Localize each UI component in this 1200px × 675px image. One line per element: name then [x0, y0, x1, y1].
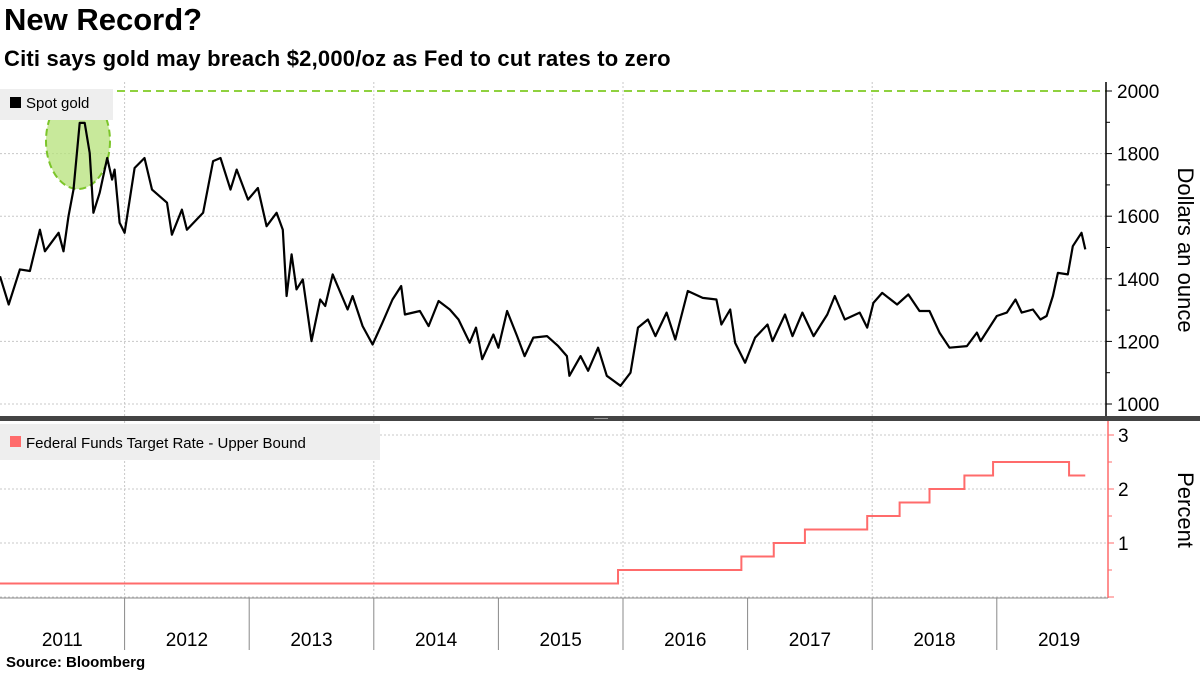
x-tick-label: 2017: [789, 630, 831, 651]
gridlines: [0, 82, 1106, 598]
y-tick-label: 1800: [1117, 145, 1159, 166]
y-tick-label: 3: [1118, 426, 1129, 447]
legend-fed-swatch: [10, 436, 21, 447]
x-tick-label: 2012: [166, 630, 208, 651]
x-axis: 2011 2012 2013 2014 2015 2016 2017 2018 2019: [0, 597, 1108, 651]
y-tick-label: 1400: [1117, 270, 1159, 291]
x-tick-label: 2013: [290, 630, 332, 651]
legend-fed: [0, 424, 380, 460]
x-tick-label: 2016: [664, 630, 706, 651]
y-axis-gold: 1000 1200 1400 1600 1800 2000: [1105, 82, 1159, 416]
y-tick-label: 1: [1118, 534, 1129, 555]
chart-title: New Record?: [4, 2, 203, 37]
y-tick-label: 1000: [1117, 395, 1159, 416]
y-axis-title-gold: Dollars an ounce: [1173, 167, 1198, 332]
legend-fed-label: Federal Funds Target Rate - Upper Bound: [26, 435, 306, 452]
fed-rate-points: [0, 462, 1085, 584]
legend-gold-swatch: [10, 97, 21, 108]
legend-gold-label: Spot gold: [26, 95, 89, 112]
x-tick-label: 2014: [415, 630, 458, 651]
x-tick-label: 2011: [42, 630, 83, 651]
y-tick-label: 1600: [1117, 207, 1159, 228]
chart-subtitle: Citi says gold may breach $2,000/oz as F…: [4, 46, 671, 71]
y-tick-label: 1200: [1117, 332, 1159, 353]
fed-rate-line: [0, 461, 1086, 585]
x-tick-label: 2018: [913, 630, 955, 651]
source-note: Source: Bloomberg: [6, 654, 146, 671]
spot-gold-points: [0, 123, 1085, 386]
y-axis-fed: 1 2 3: [1107, 421, 1129, 598]
spot-gold-line: [0, 121, 1087, 387]
x-tick-label: 2019: [1038, 630, 1080, 651]
y-tick-label: 2: [1118, 480, 1129, 501]
y-axis-title-fed: Percent: [1173, 472, 1198, 548]
y-tick-label: 2000: [1117, 82, 1159, 103]
x-tick-label: 2015: [540, 630, 582, 651]
